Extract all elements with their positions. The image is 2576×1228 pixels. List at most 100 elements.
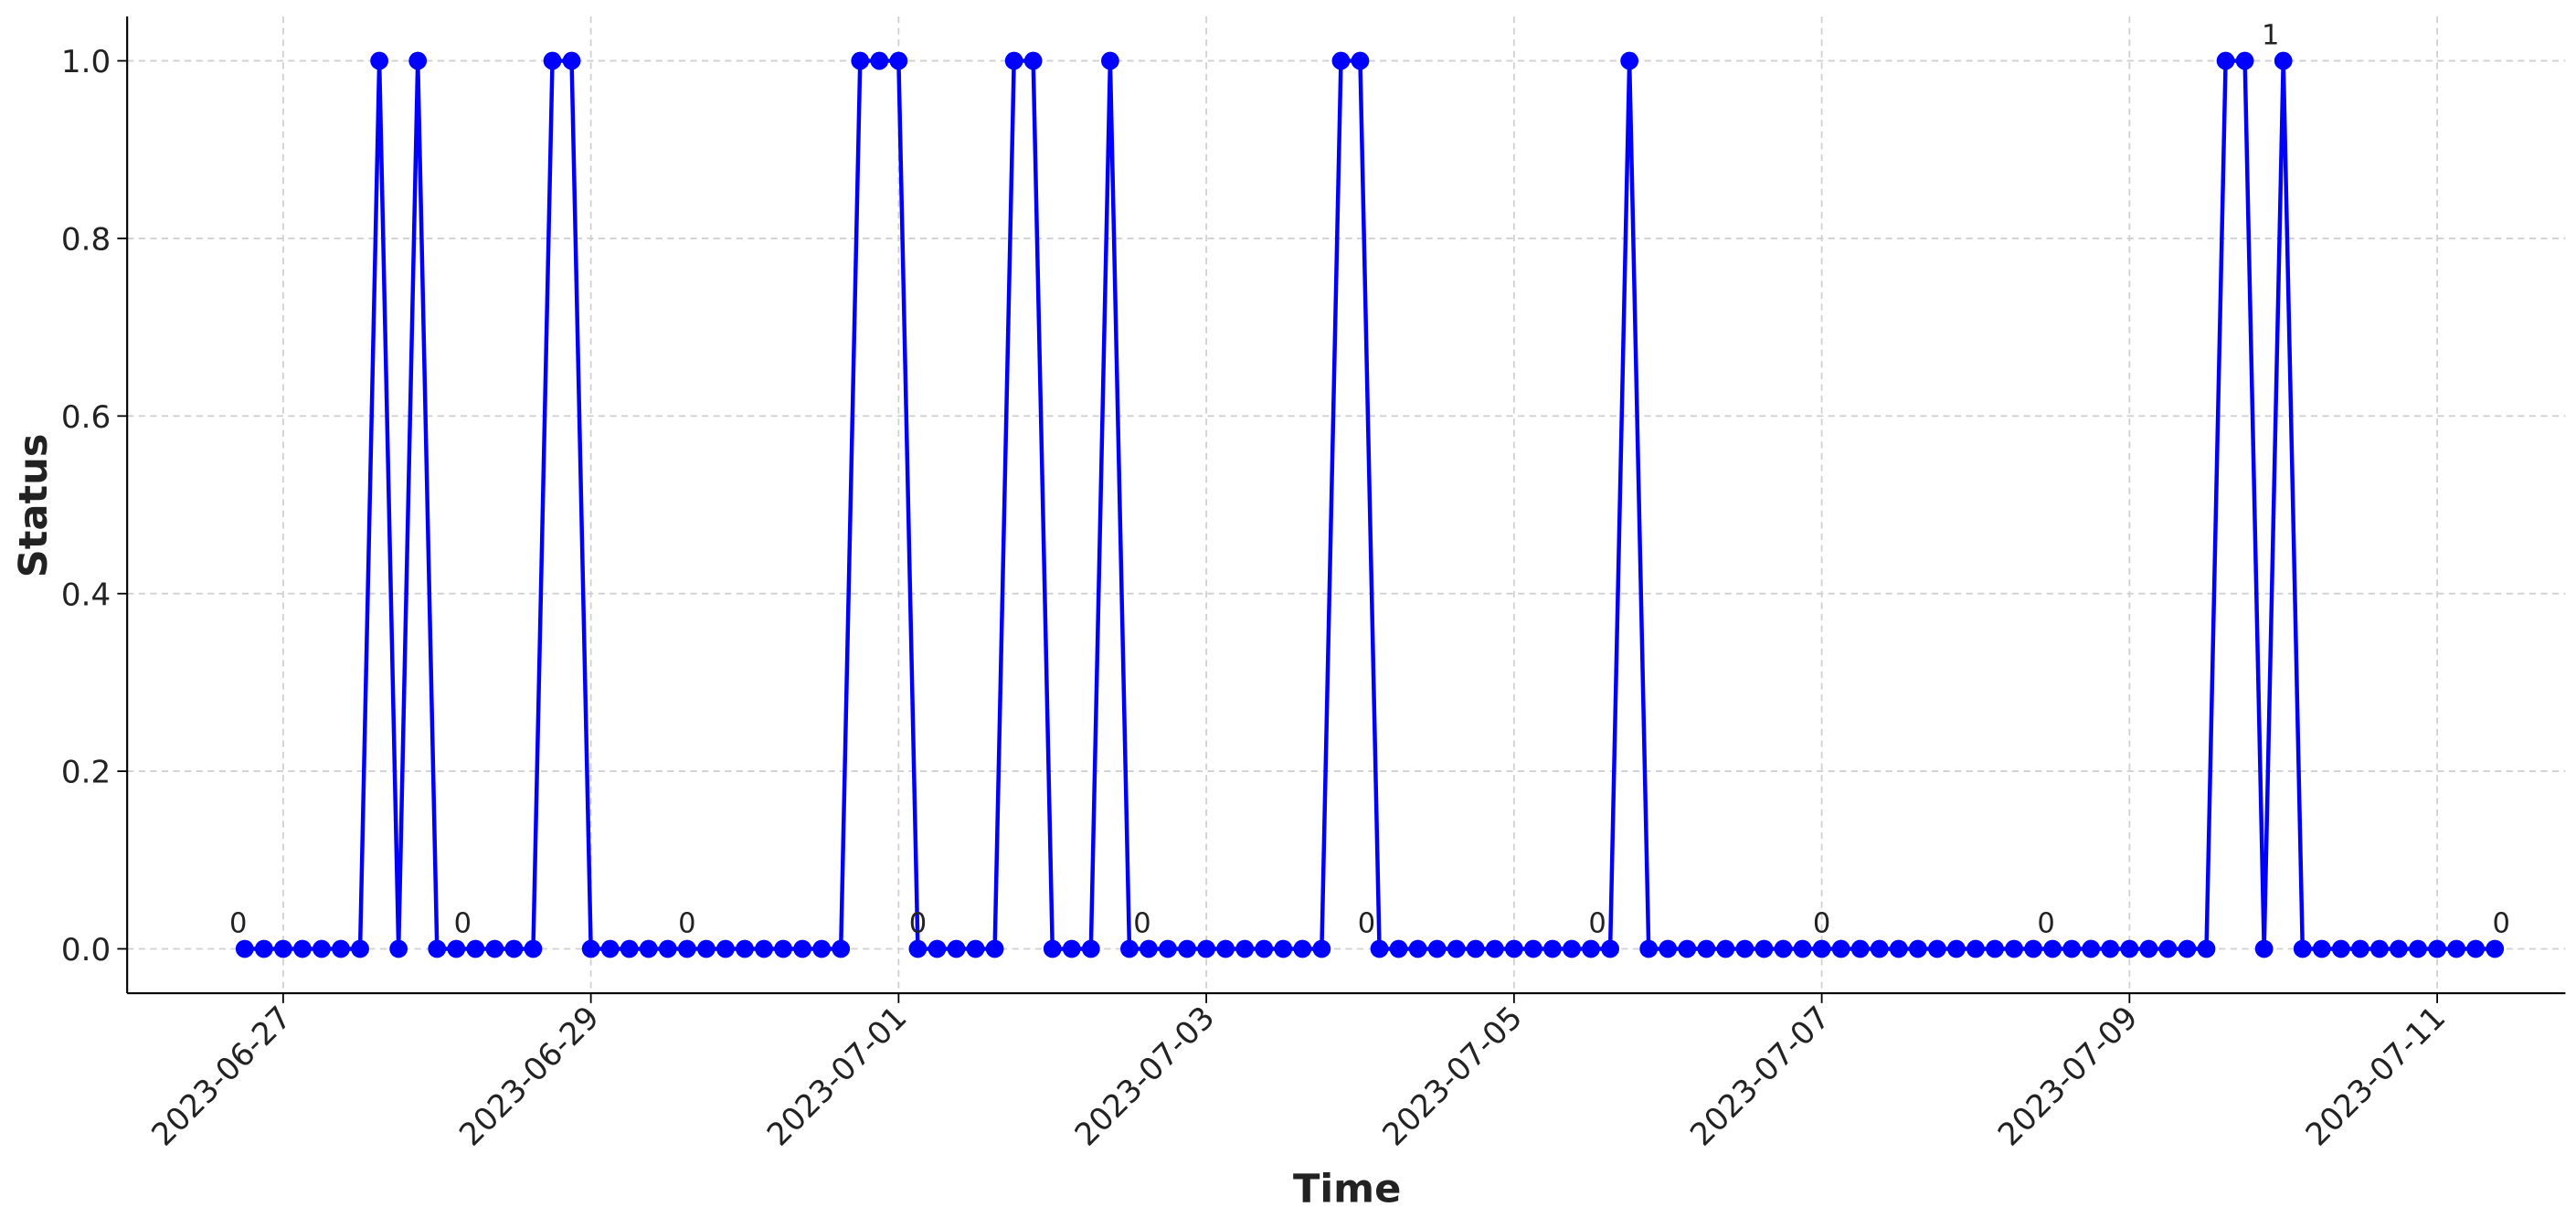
- data-point: [1850, 939, 1870, 958]
- data-point: [1004, 51, 1023, 70]
- data-point: [2216, 51, 2235, 70]
- data-point: [235, 939, 254, 958]
- y-tick-label: 0.0: [61, 932, 111, 969]
- annotation: 0: [678, 907, 695, 939]
- data-point: [812, 939, 832, 958]
- data-point: [1639, 939, 1659, 958]
- data-point: [1427, 939, 1447, 958]
- data-point: [1485, 939, 1504, 958]
- data-point: [389, 939, 408, 958]
- data-point: [1255, 939, 1274, 958]
- data-point: [658, 939, 677, 958]
- data-point: [2447, 939, 2466, 958]
- data-point: [716, 939, 735, 958]
- data-point: [1697, 939, 1716, 958]
- data-point: [1601, 939, 1619, 958]
- data-point: [677, 939, 696, 958]
- data-point: [293, 939, 312, 958]
- data-point: [485, 939, 504, 958]
- data-point: [2274, 51, 2293, 70]
- data-point: [1563, 939, 1581, 958]
- data-point: [1620, 51, 1639, 70]
- data-point: [2390, 939, 2408, 958]
- data-point: [313, 939, 331, 958]
- data-point: [1831, 939, 1850, 958]
- data-point: [1235, 939, 1255, 958]
- data-point: [2082, 939, 2101, 958]
- annotation: 0: [454, 907, 472, 939]
- data-point: [2331, 939, 2350, 958]
- x-tick-label: 2023-06-27: [145, 1000, 300, 1154]
- data-point: [1716, 939, 1735, 958]
- data-point: [1889, 939, 1908, 958]
- y-tick-label: 0.2: [61, 755, 111, 791]
- data-point: [2101, 939, 2120, 958]
- x-tick-label: 2023-06-29: [452, 1000, 607, 1154]
- data-point: [1466, 939, 1485, 958]
- data-point: [332, 939, 350, 958]
- data-point: [1062, 939, 1081, 958]
- x-tick-label: 2023-07-01: [760, 1000, 915, 1154]
- data-point: [1351, 51, 1370, 70]
- data-point: [1504, 939, 1523, 958]
- data-point: [600, 939, 620, 958]
- data-point: [1178, 939, 1196, 958]
- annotation: 0: [2493, 907, 2510, 939]
- data-point: [1812, 939, 1831, 958]
- data-point: [1908, 939, 1927, 958]
- data-point: [562, 51, 581, 70]
- data-point: [1582, 939, 1600, 958]
- data-point: [1389, 939, 1408, 958]
- data-point: [2312, 939, 2331, 958]
- data-point: [2043, 939, 2062, 958]
- data-line: [244, 58, 2496, 951]
- data-point: [1274, 939, 1293, 958]
- annotation: 0: [1813, 907, 1830, 939]
- data-point: [1947, 939, 1966, 958]
- data-point: [1966, 939, 1985, 958]
- data-point: [2062, 939, 2082, 958]
- data-point: [620, 939, 639, 958]
- data-point: [1735, 939, 1754, 958]
- data-point: [1023, 51, 1043, 70]
- data-point: [1928, 939, 1946, 958]
- data-point: [1986, 939, 2004, 958]
- data-point: [2370, 939, 2389, 958]
- data-point: [2428, 939, 2446, 958]
- annotation: 0: [909, 907, 927, 939]
- y-tick-label: 0.4: [61, 577, 111, 613]
- x-tick-label: 2023-07-07: [1683, 1000, 1838, 1154]
- data-point: [1197, 939, 1215, 958]
- data-point: [2139, 939, 2158, 958]
- y-tick-label: 1.0: [61, 44, 111, 80]
- data-point: [966, 939, 985, 958]
- data-point: [1408, 939, 1427, 958]
- y-tick-label: 0.6: [61, 399, 111, 436]
- data-point: [755, 939, 773, 958]
- data-point: [908, 939, 928, 958]
- y-tick-label: 0.8: [61, 222, 111, 259]
- data-point: [1216, 939, 1235, 958]
- y-axis-label: Status: [11, 434, 57, 578]
- data-point: [2235, 51, 2254, 70]
- data-point: [2254, 939, 2274, 958]
- data-point: [928, 939, 947, 958]
- data-point: [697, 939, 716, 958]
- data-point: [985, 939, 1004, 958]
- data-point: [1120, 939, 1139, 958]
- x-tick-label: 2023-07-05: [1375, 1000, 1530, 1154]
- data-point: [466, 939, 485, 958]
- data-point: [581, 939, 600, 958]
- data-point: [851, 51, 870, 70]
- annotation: 0: [1133, 907, 1150, 939]
- data-point: [273, 939, 292, 958]
- data-point: [408, 51, 428, 70]
- data-point: [1043, 939, 1062, 958]
- data-point: [1543, 939, 1562, 958]
- data-point: [2293, 939, 2312, 958]
- data-point: [1293, 939, 1312, 958]
- data-point: [2351, 939, 2369, 958]
- data-point: [447, 939, 466, 958]
